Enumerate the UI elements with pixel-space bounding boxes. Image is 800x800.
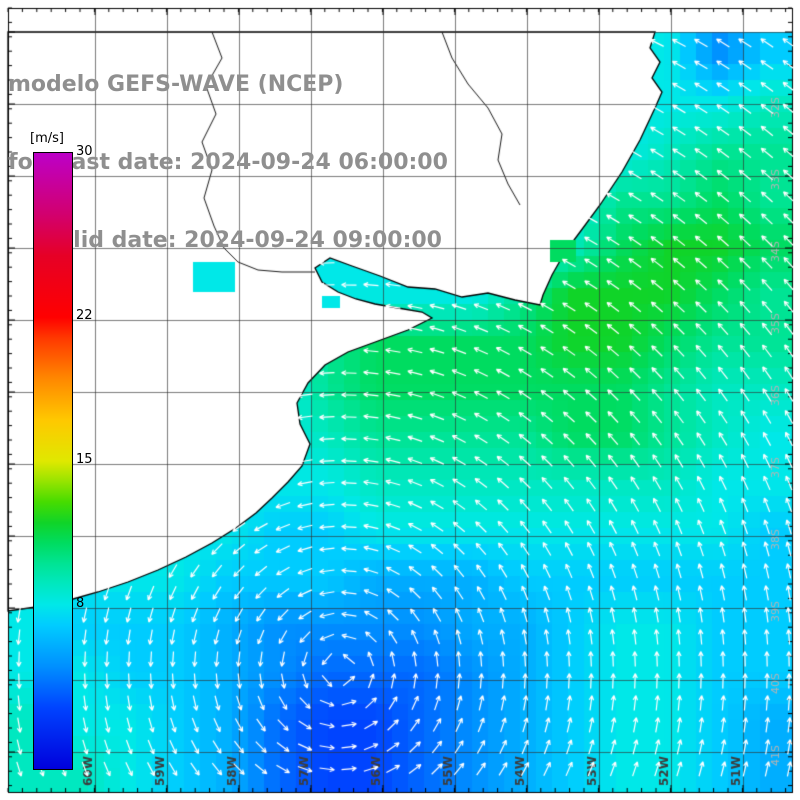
colorbar-tick-label: 30	[76, 144, 93, 159]
forecast-date-label: forecast date: 2024-09-24 06:00:00	[8, 150, 448, 175]
colorbar	[33, 152, 73, 770]
colorbar-unit-label: [m/s]	[30, 131, 64, 146]
colorbar-tick-label: 15	[76, 452, 93, 467]
colorbar-tick-label: 22	[76, 308, 93, 324]
valid-date-label: valid date: 2024-09-24 09:00:00	[44, 228, 442, 253]
map-header: modelo GEFS-WAVE (NCEP) forecast date: 2…	[8, 20, 448, 306]
colorbar-tick-label: 8	[76, 595, 85, 611]
model-title: modelo GEFS-WAVE (NCEP)	[8, 72, 344, 97]
